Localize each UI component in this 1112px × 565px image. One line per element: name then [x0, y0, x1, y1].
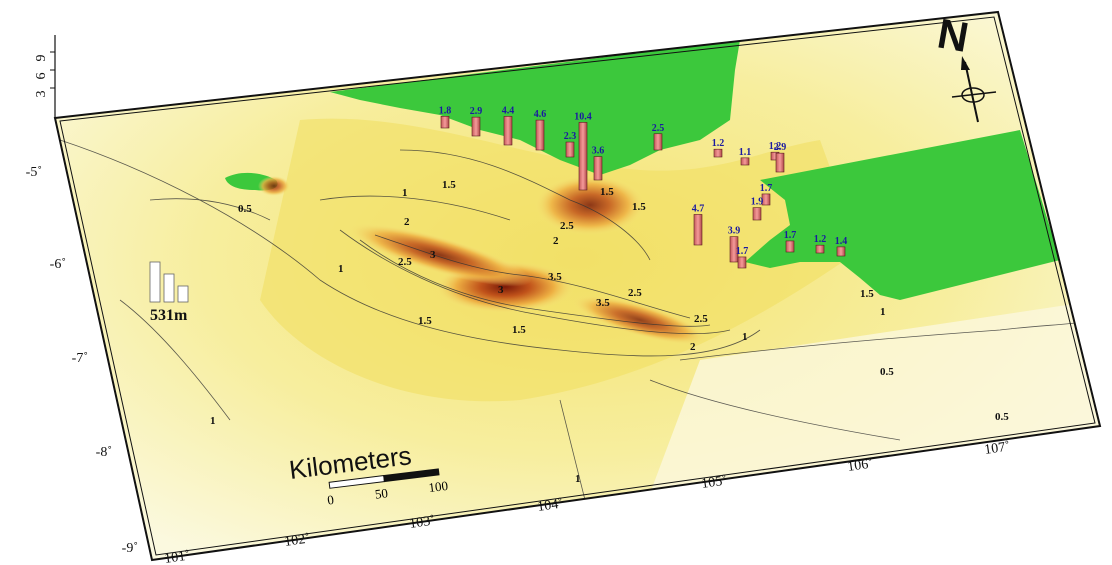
contour-label: 3.5 [596, 297, 610, 309]
contour-label: 2.5 [694, 313, 708, 325]
observation-bar [536, 120, 544, 150]
observation-label: 2.5 [652, 123, 665, 134]
observation-label: 1.7 [784, 230, 797, 241]
z-tick-label: 9 [34, 55, 49, 62]
lat-tick-label: -7˚ [72, 351, 88, 366]
lon-tick-label: 103˚ [408, 514, 436, 532]
z-tick-label: 6 [34, 73, 49, 80]
observation-bar [441, 116, 449, 128]
contour-label: 1 [880, 306, 886, 318]
observation-bar [654, 134, 662, 150]
observation-bar [837, 247, 845, 256]
observation-label: 1.1 [739, 147, 752, 158]
contour-label: 1 [742, 331, 748, 343]
observation-label: 1.2 [814, 234, 827, 245]
lat-tick-label: -9˚ [122, 541, 138, 556]
lat-tick-label: -8˚ [96, 445, 112, 460]
contour-label: 0.5 [238, 203, 252, 215]
lon-tick-label: 106˚ [846, 457, 874, 475]
observation-bar [566, 142, 574, 157]
observation-bar [694, 214, 702, 245]
contour-label: 1.5 [632, 201, 646, 213]
contour-label: 1 [402, 187, 408, 199]
lon-tick-label: 104˚ [536, 497, 564, 515]
legend-reference-label: 531m [150, 307, 188, 324]
observation-label: 10.4 [574, 111, 592, 122]
scale-bar-label: 100 [428, 478, 449, 495]
observation-label: 1.7 [760, 183, 773, 194]
observation-label: 3.9 [728, 226, 741, 237]
z-tick-label: 3 [34, 91, 49, 98]
observation-label: 1.4 [835, 236, 848, 247]
observation-label: 4.4 [502, 105, 515, 116]
observation-bar [504, 116, 512, 145]
observation-bar [816, 245, 824, 253]
contour-label: 1 [210, 415, 216, 427]
observation-label: 2.3 [564, 131, 577, 142]
observation-label: 1.9 [751, 197, 764, 208]
lon-tick-label: 102˚ [283, 532, 311, 550]
observation-label: 1.8 [439, 105, 452, 116]
lon-tick-label: 107˚ [983, 440, 1011, 458]
contour-label: 2.5 [398, 256, 412, 268]
observation-bar [741, 158, 749, 165]
observation-label: 3.6 [592, 146, 605, 157]
observation-bar [776, 153, 784, 172]
contour-label: 0.5 [995, 411, 1009, 423]
observation-label: 4.6 [534, 109, 547, 120]
lat-tick-label: -5˚ [26, 165, 42, 180]
contour-label: 2.5 [628, 287, 642, 299]
contour-label: 1.5 [442, 179, 456, 191]
lon-tick-label: 101˚ [163, 549, 191, 565]
observation-bar [786, 241, 794, 252]
contour-label: 0.5 [880, 366, 894, 378]
observation-label: 2.9 [774, 142, 787, 153]
contour-label: 3 [498, 284, 504, 296]
contour-label: 1 [338, 263, 344, 275]
observation-bar [594, 157, 602, 180]
contour-label: 3 [430, 249, 436, 261]
peak-zone-strait [535, 175, 645, 235]
contour-label: 2 [553, 235, 559, 247]
contour-label: 1.5 [600, 186, 614, 198]
contour-label: 2 [690, 341, 696, 353]
lat-tick-label: -6˚ [50, 257, 66, 272]
contour-label: 1 [575, 473, 581, 485]
contour-label: 2 [404, 216, 410, 228]
observation-bar [738, 257, 746, 268]
observation-label: 4.7 [692, 203, 705, 214]
observation-label: 1.7 [736, 246, 749, 257]
observation-bar [714, 149, 722, 157]
scale-bar-label: 50 [374, 485, 389, 501]
contour-label: 1.5 [418, 315, 432, 327]
contour-label: 3.5 [548, 271, 562, 283]
observation-bar [753, 208, 761, 220]
lon-tick-label: 105˚ [700, 474, 728, 492]
z-axis: 9 6 3 [34, 35, 55, 118]
contour-label: 1.5 [860, 288, 874, 300]
observation-bar [472, 117, 480, 136]
peak-zone-island [258, 176, 290, 196]
observation-label: 2.9 [470, 106, 483, 117]
contour-label: 2.5 [560, 220, 574, 232]
contour-label: 1.5 [512, 324, 526, 336]
observation-bar [579, 122, 587, 190]
observation-label: 1.2 [712, 138, 725, 149]
